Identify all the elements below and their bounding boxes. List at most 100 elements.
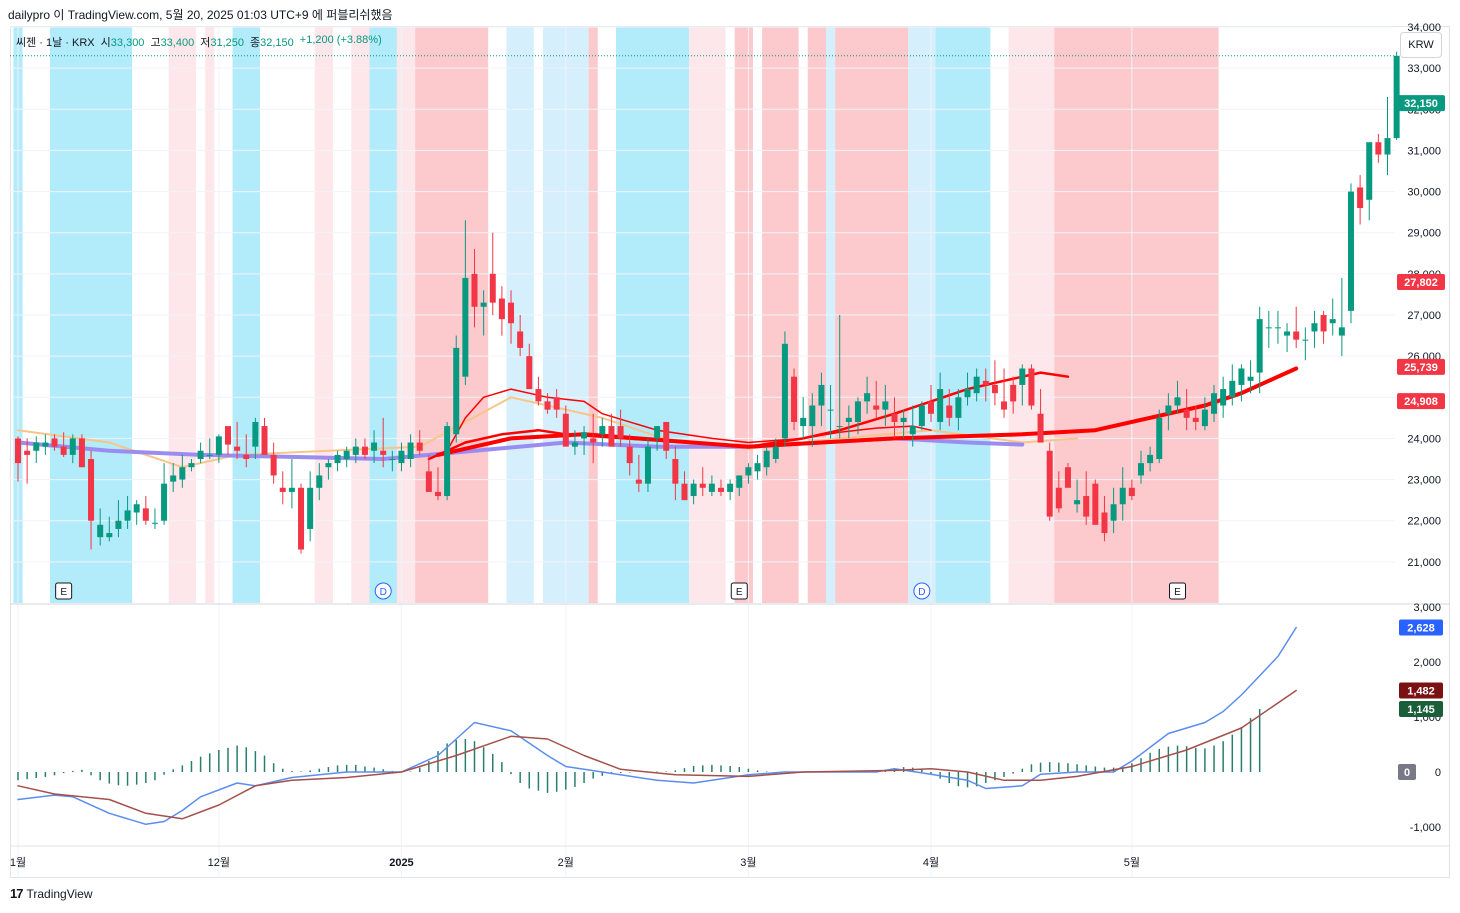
candle-body bbox=[480, 302, 487, 307]
candle-body bbox=[626, 446, 633, 464]
open-value: 33,300 bbox=[110, 37, 145, 49]
candle-body bbox=[15, 438, 21, 464]
candle-body bbox=[553, 397, 560, 410]
price-label-box bbox=[1397, 274, 1445, 291]
tradingview-brand-text: TradingView bbox=[26, 886, 93, 901]
candle-body bbox=[206, 454, 213, 456]
candle-body bbox=[398, 450, 405, 464]
price-tick-label: 22,000 bbox=[1407, 516, 1441, 528]
price-label: 32,150 bbox=[1404, 98, 1438, 110]
candle-body bbox=[1311, 323, 1318, 332]
earnings-marker-label: E bbox=[1174, 587, 1181, 598]
candle-body bbox=[818, 384, 825, 406]
candle-body bbox=[535, 389, 542, 402]
candle-body bbox=[571, 442, 578, 447]
candle-body bbox=[60, 446, 67, 455]
macd-label-box bbox=[1399, 701, 1443, 718]
price-label-box bbox=[1397, 95, 1445, 112]
candle-body bbox=[1174, 397, 1181, 406]
symbol-label[interactable]: 씨젠 · 1날 · KRX bbox=[16, 37, 95, 49]
time-tick-label: 12월 bbox=[208, 856, 230, 869]
ma-red-slow-line bbox=[436, 366, 1299, 457]
candle-body bbox=[1055, 487, 1062, 509]
time-tick-label: 2025 bbox=[389, 857, 413, 869]
candle-body bbox=[1147, 454, 1154, 464]
candle-body bbox=[699, 483, 706, 488]
time-tick-label: 4월 bbox=[923, 856, 939, 869]
candle-body bbox=[1284, 331, 1291, 336]
time-tick-label: 2월 bbox=[558, 856, 574, 869]
open-label: 시 bbox=[100, 37, 111, 49]
candle-body bbox=[663, 421, 670, 451]
candle-body bbox=[124, 510, 131, 521]
currency-button[interactable]: KRW bbox=[1400, 32, 1442, 58]
macd-label: 0 bbox=[1404, 767, 1410, 779]
candle-body bbox=[444, 426, 451, 497]
candle-body bbox=[97, 524, 104, 538]
candle-body bbox=[727, 483, 734, 492]
macd-label: 2,628 bbox=[1407, 622, 1435, 634]
candle-body bbox=[827, 409, 834, 411]
candle-body bbox=[1393, 55, 1400, 139]
macd-tick-label: 0 bbox=[1435, 767, 1441, 779]
candle-body bbox=[873, 405, 880, 410]
candle-body bbox=[407, 442, 414, 459]
candle-body bbox=[654, 426, 661, 439]
candle-body bbox=[854, 401, 861, 422]
candle-body bbox=[1238, 368, 1245, 385]
candle-body bbox=[1247, 376, 1254, 381]
price-tick-label: 23,000 bbox=[1407, 475, 1441, 487]
candle-body bbox=[791, 376, 798, 422]
candle-body bbox=[800, 417, 807, 427]
candle-body bbox=[982, 380, 989, 385]
candle-body bbox=[106, 533, 113, 538]
earnings-marker-label: E bbox=[736, 587, 743, 598]
candle-body bbox=[371, 442, 378, 451]
candle-body bbox=[1101, 512, 1108, 534]
candle-body bbox=[644, 446, 651, 484]
candle-body bbox=[42, 442, 49, 447]
candle-body bbox=[590, 438, 597, 443]
candle-body bbox=[581, 432, 588, 439]
dividend-marker-label: D bbox=[918, 587, 925, 598]
candle-body bbox=[453, 347, 460, 435]
macd-label: 1,145 bbox=[1407, 704, 1435, 716]
low-value: 31,250 bbox=[210, 37, 244, 49]
candle-body bbox=[1265, 327, 1272, 329]
candle-body bbox=[1183, 409, 1190, 418]
candle-body bbox=[88, 459, 95, 521]
candle-body bbox=[197, 450, 204, 459]
macd-tick-label: -1,000 bbox=[1410, 822, 1441, 834]
candle-body bbox=[1201, 409, 1208, 427]
ohlc-legend: 씨젠 · 1날 · KRX 시33,300 고33,400 저31,250 종3… bbox=[16, 34, 382, 50]
candle-body bbox=[1347, 191, 1354, 311]
high-value: 33,400 bbox=[160, 37, 195, 49]
price-tick-label: 24,000 bbox=[1407, 433, 1441, 445]
candle-body bbox=[380, 450, 387, 455]
candle-body bbox=[24, 450, 31, 455]
candle-body bbox=[1156, 417, 1163, 459]
candle-body bbox=[389, 459, 396, 460]
candle-body bbox=[809, 405, 816, 427]
macd-histogram bbox=[17, 709, 1261, 793]
candle-body bbox=[763, 450, 770, 468]
close-label: 종 bbox=[250, 37, 261, 49]
candle-body bbox=[279, 487, 286, 492]
candle-body bbox=[1165, 405, 1172, 414]
candle-body bbox=[188, 463, 195, 468]
candle-body bbox=[1137, 463, 1144, 476]
macd-tick-label: 3,000 bbox=[1413, 602, 1441, 614]
price-tick-label: 30,000 bbox=[1407, 187, 1441, 199]
tradingview-brand[interactable]: 17 TradingView bbox=[10, 886, 93, 901]
price-label-box bbox=[1397, 393, 1445, 410]
candle-body bbox=[416, 442, 423, 451]
candle-body bbox=[498, 298, 505, 320]
macd-label-box bbox=[1399, 682, 1443, 699]
candle-body bbox=[69, 438, 76, 455]
candle-body bbox=[617, 426, 624, 439]
candle-body bbox=[608, 426, 615, 447]
candle-body bbox=[78, 438, 85, 468]
candle-body bbox=[1119, 487, 1126, 505]
candle-body bbox=[1293, 331, 1300, 340]
